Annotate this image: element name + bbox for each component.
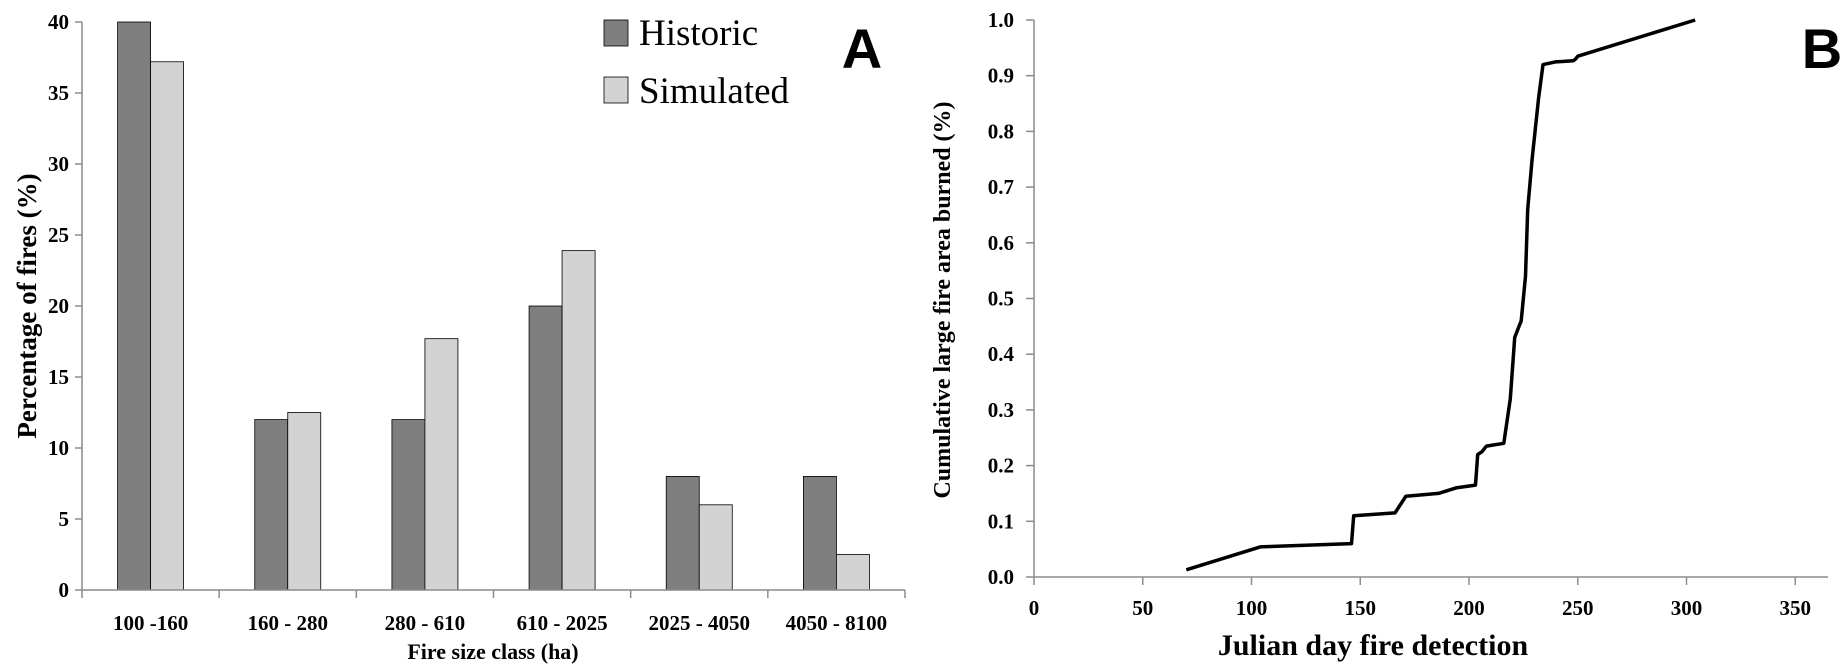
- bar-historic-2: [391, 419, 426, 591]
- b-x-tick-label-2: 100: [1236, 596, 1268, 620]
- panel-a-bar-chart: 0 5 10 15 20 25 30 35 40 100 -160 160 - 280 280 - …: [12, 10, 906, 664]
- a-y-tick-label-5: 25: [48, 223, 69, 247]
- b-y-tick-label-0: 0.0: [988, 565, 1014, 589]
- b-x-tick-label-3: 150: [1345, 596, 1377, 620]
- b-y-tick-label-2: 0.2: [988, 454, 1014, 478]
- b-y-tick-label-4: 0.4: [988, 342, 1015, 366]
- b-y-tick-label-5: 0.5: [988, 287, 1014, 311]
- legend-label-historic: Historic: [639, 13, 758, 54]
- bar-simulated-5: [836, 554, 870, 591]
- bar-historic-0: [117, 21, 151, 591]
- a-x-tick-label-3: 610 - 2025: [517, 611, 608, 635]
- legend-swatch-simulated: [603, 76, 629, 104]
- b-y-tick-label-6: 0.6: [988, 231, 1014, 255]
- bar-historic-4: [665, 475, 700, 591]
- bar-simulated-3: [561, 250, 596, 591]
- b-x-tick-label-4: 200: [1453, 596, 1485, 620]
- a-x-tick-label-5: 4050 - 8100: [786, 611, 888, 635]
- bar-simulated-0: [150, 61, 184, 591]
- a-y-tick-label-8: 40: [48, 10, 69, 34]
- panel-a-legend: Historic Simulated: [603, 13, 790, 112]
- panel-a-letter: A: [842, 17, 882, 80]
- panel-b-letter: B: [1802, 17, 1842, 80]
- panel-b-cumulative-line: [1185, 18, 1696, 572]
- b-y-tick-label-7: 0.7: [988, 175, 1014, 199]
- bar-historic-1: [254, 419, 289, 591]
- panel-a-y-ticks: 0 5 10 15 20 25 30 35 40: [48, 10, 82, 602]
- b-x-tick-label-1: 50: [1132, 596, 1153, 620]
- a-x-tick-label-1: 160 - 280: [248, 611, 329, 635]
- b-x-tick-label-5: 250: [1562, 596, 1594, 620]
- b-x-tick-label-0: 0: [1029, 596, 1040, 620]
- a-y-tick-label-4: 20: [48, 294, 69, 318]
- panel-b-line-chart: 0.0 0.1 0.2 0.3 0.4 0.5 0.6 0.7 0.8 0.9 1.0 0 50 100…: [930, 8, 1842, 662]
- a-y-tick-label-3: 15: [48, 365, 69, 389]
- b-x-tick-label-6: 300: [1671, 596, 1703, 620]
- b-y-tick-label-1: 0.1: [988, 509, 1014, 533]
- a-x-tick-label-0: 100 -160: [113, 611, 188, 635]
- panel-b-x-axis-title: Julian day fire detection: [1218, 629, 1529, 662]
- a-y-tick-label-7: 35: [48, 81, 69, 105]
- b-x-tick-label-7: 350: [1780, 596, 1812, 620]
- bar-simulated-4: [698, 504, 733, 591]
- bar-historic-5: [803, 475, 837, 591]
- a-y-tick-label-6: 30: [48, 152, 69, 176]
- bar-simulated-2: [424, 338, 459, 591]
- a-x-tick-label-4: 2025 - 4050: [649, 611, 751, 635]
- b-y-tick-label-3: 0.3: [988, 398, 1014, 422]
- b-y-tick-label-9: 0.9: [988, 64, 1014, 88]
- legend-label-simulated: Simulated: [639, 71, 790, 112]
- panel-b-x-ticks: 0 50 100 150 200 250 300 350: [1029, 577, 1811, 620]
- panel-a-x-axis-title: Fire size class (ha): [407, 639, 578, 664]
- b-y-tick-label-8: 0.8: [988, 119, 1014, 143]
- a-y-tick-label-1: 5: [59, 507, 70, 531]
- a-x-tick-label-2: 280 - 610: [385, 611, 466, 635]
- a-y-tick-label-0: 0: [59, 578, 70, 602]
- panel-a-y-axis-title: Percentage of fires (%): [12, 173, 42, 438]
- bar-simulated-1: [287, 412, 322, 591]
- b-y-tick-label-10: 1.0: [988, 8, 1014, 32]
- panel-b-y-axis-title: Cumulative large fire area burned (%): [930, 101, 956, 498]
- legend-swatch-historic: [603, 19, 629, 47]
- panel-a-x-ticks: 100 -160 160 - 280 280 - 610 610 - 2025 2025…: [81, 590, 906, 635]
- panel-a-bars: [117, 21, 870, 591]
- a-y-tick-label-2: 10: [48, 436, 69, 460]
- bar-historic-3: [528, 305, 563, 591]
- panel-b-y-ticks: 0.0 0.1 0.2 0.3 0.4 0.5 0.6 0.7 0.8 0.9 1.0: [988, 8, 1034, 589]
